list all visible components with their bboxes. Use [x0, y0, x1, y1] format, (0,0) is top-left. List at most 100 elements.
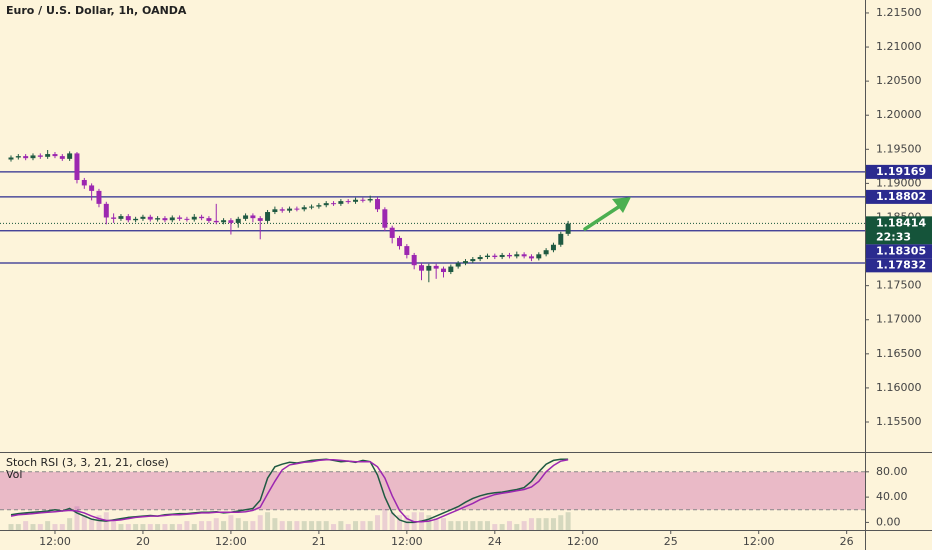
volume-bar: [45, 521, 51, 530]
volume-bar: [96, 515, 102, 530]
candle-body: [448, 266, 454, 273]
candle-body: [162, 218, 168, 221]
candle-body: [536, 254, 542, 259]
y-tick-label: 1.20000: [876, 108, 922, 121]
candle-body: [514, 254, 520, 257]
volume-bar: [177, 524, 183, 530]
volume-bar: [228, 515, 234, 530]
volume-bar: [309, 521, 315, 530]
volume-bar: [221, 521, 227, 530]
candle-body: [52, 154, 58, 157]
volume-bar: [250, 521, 256, 530]
candle-body: [103, 203, 109, 218]
candle-body: [250, 215, 256, 219]
stoch-line: [10, 459, 569, 523]
volume-bar: [8, 524, 14, 530]
volume-bar: [331, 524, 337, 530]
y-tick-label: 1.20500: [876, 74, 922, 87]
volume-bar: [243, 521, 249, 530]
volume-bar: [558, 515, 564, 530]
volume-bar: [15, 524, 21, 530]
volume-bar: [382, 509, 388, 530]
candle-body: [294, 208, 300, 210]
back-layer: 1.21500 1.21000 1.20500 1.20000 1.19500 1.190…: [0, 6, 922, 534]
x-tick-label: 12:00: [215, 535, 247, 548]
volume-bar: [470, 521, 476, 530]
volume-bar: [133, 524, 139, 530]
y-tick-label: 1.16000: [876, 381, 922, 394]
candle-body: [155, 218, 161, 220]
volume-bar: [118, 524, 124, 530]
candle-body: [23, 156, 29, 159]
x-tick-label: 24: [488, 535, 502, 548]
candle-body: [477, 257, 483, 260]
x-tick-label: 12:00: [39, 535, 71, 548]
candle-body: [550, 244, 556, 251]
volume-bar: [514, 524, 520, 530]
volume-bar: [191, 524, 197, 530]
candle-body: [89, 185, 95, 191]
candle-body: [169, 217, 175, 221]
stoch-band: [0, 471, 865, 510]
price-label: 22:33: [876, 230, 911, 243]
candle-body: [316, 205, 322, 207]
price-label: 1.17832: [876, 258, 926, 271]
price-label-box: [866, 164, 932, 179]
candle-body: [81, 179, 87, 186]
candle-body: [221, 220, 227, 223]
volume-bar: [272, 518, 278, 530]
y-tick-label: 40.00: [876, 490, 908, 503]
y-tick-label: 1.16500: [876, 347, 922, 360]
volume-bar: [169, 524, 175, 530]
candle-body: [331, 203, 337, 205]
volume-bar: [441, 518, 446, 530]
candle-body: [45, 154, 51, 157]
candle-body: [118, 216, 124, 219]
candle-body: [206, 218, 212, 221]
volume-bar: [345, 524, 351, 530]
volume-bar: [316, 521, 322, 530]
candle-body: [382, 209, 388, 228]
volume-bar: [30, 524, 36, 530]
volume-bar: [448, 521, 454, 530]
volume-bar: [147, 524, 153, 530]
volume-bar: [155, 524, 161, 530]
candle-body: [37, 155, 43, 157]
price-label: 1.19169: [876, 165, 926, 178]
candle-body: [243, 215, 249, 219]
candle-body: [191, 216, 197, 220]
candle-body: [323, 203, 329, 206]
front-layer: 12:00 20 12:00 21 12:00 24 12:00 25 12:00 26 1.191…: [39, 164, 932, 548]
candle-body: [177, 217, 183, 219]
volume-bar: [81, 515, 87, 530]
volume-bar: [338, 521, 344, 530]
x-tick-label: 12:00: [567, 535, 599, 548]
volume-bar: [397, 515, 403, 530]
candle-body: [74, 153, 80, 180]
volume-bar: [543, 518, 549, 530]
volume-bar: [37, 524, 43, 530]
candle-body: [96, 190, 102, 204]
candle-body: [59, 156, 65, 159]
volume-bar: [375, 515, 381, 530]
indicator-title: Stoch RSI (3, 3, 21, 21, close): [6, 456, 169, 469]
chart-title: Euro / U.S. Dollar, 1h, OANDA: [6, 4, 187, 17]
candle-body: [426, 265, 432, 271]
candle-body: [30, 155, 36, 159]
price-label-box: [866, 244, 932, 259]
volume-bar: [67, 518, 73, 530]
candle-body: [558, 233, 564, 245]
candle-body: [521, 254, 527, 257]
x-tick-label: 25: [664, 535, 678, 548]
volume-bar: [257, 515, 263, 530]
candle-body: [565, 223, 571, 234]
volume-bar: [89, 518, 95, 530]
volume-bar: [323, 521, 329, 530]
volume-bar: [125, 524, 131, 530]
y-tick-label: 0.00: [876, 515, 901, 528]
candle-body: [367, 199, 373, 201]
volume-bar: [565, 512, 571, 530]
